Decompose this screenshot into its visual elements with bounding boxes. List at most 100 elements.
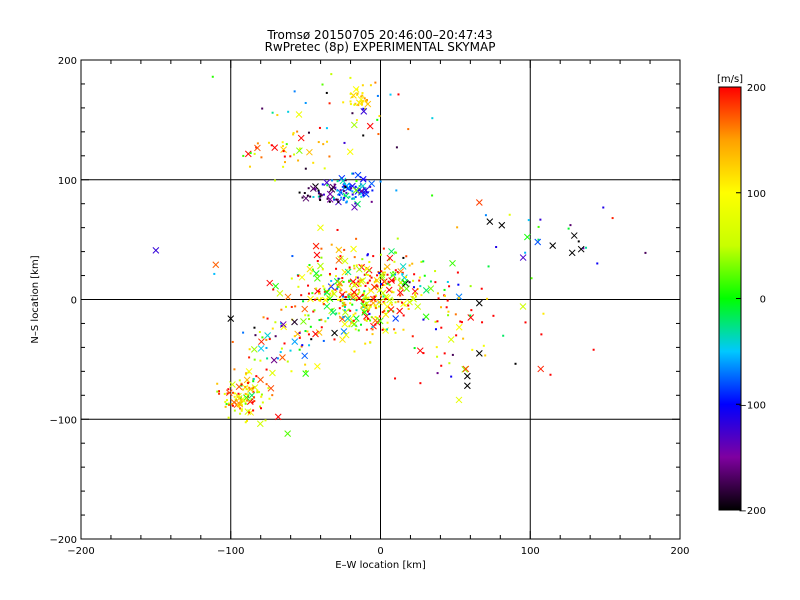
data-point [359, 284, 362, 287]
data-point [332, 197, 335, 200]
data-point [335, 198, 338, 201]
data-point [342, 190, 345, 193]
data-point [374, 305, 377, 308]
data-point [250, 398, 253, 401]
data-point [357, 329, 360, 332]
data-point [323, 290, 326, 293]
data-point [367, 273, 370, 276]
data-point [253, 152, 256, 155]
data-point [353, 350, 356, 353]
data-point [280, 324, 283, 327]
data-point [419, 382, 422, 385]
data-point-cross [269, 369, 276, 377]
data-point-cross [462, 365, 470, 373]
data-point [211, 75, 214, 78]
data-point [392, 279, 395, 282]
data-point [293, 335, 296, 338]
data-point-cross [362, 186, 370, 194]
data-point [369, 185, 372, 188]
data-point [336, 285, 339, 288]
data-point [366, 253, 369, 256]
data-point [370, 276, 373, 279]
data-point-cross [341, 257, 349, 265]
data-point-cross [298, 273, 306, 281]
data-point-cross [301, 305, 309, 313]
data-point [356, 276, 359, 279]
data-point-cross [339, 336, 346, 343]
data-point [316, 260, 319, 263]
data-point [260, 156, 263, 159]
data-point [370, 316, 373, 319]
data-point [343, 301, 346, 304]
data-point-cross [519, 303, 527, 310]
data-point [398, 277, 401, 280]
data-point [307, 292, 310, 295]
data-point-cross [291, 338, 299, 345]
data-point [324, 292, 327, 295]
data-point [344, 303, 347, 306]
data-point-cross [310, 185, 317, 192]
data-point [333, 183, 336, 186]
data-point [342, 295, 345, 298]
data-point [318, 292, 321, 295]
data-point [374, 306, 377, 309]
data-point [262, 316, 265, 319]
data-point [540, 333, 543, 336]
data-point-cross [335, 257, 343, 264]
data-point [339, 189, 342, 192]
data-point-cross [284, 430, 292, 437]
data-point [351, 190, 354, 193]
data-point [297, 285, 300, 288]
data-point [355, 264, 358, 267]
data-point [355, 180, 358, 183]
data-point [375, 280, 378, 283]
data-point [436, 292, 439, 295]
data-point-cross [455, 396, 463, 404]
data-point-cross [257, 345, 265, 352]
data-point [248, 348, 251, 351]
data-point [353, 256, 356, 259]
data-point [330, 279, 333, 282]
data-point [429, 280, 432, 283]
data-point [218, 392, 221, 395]
x-tick-label: −200 [67, 546, 94, 557]
data-point [357, 288, 360, 291]
data-point [337, 298, 340, 301]
data-point [356, 88, 359, 91]
data-point [335, 267, 338, 270]
data-point [401, 273, 404, 276]
data-point [233, 409, 236, 412]
data-point [407, 304, 410, 307]
data-point [304, 167, 307, 170]
data-point [255, 146, 258, 149]
data-point [327, 317, 330, 320]
data-point [364, 296, 367, 299]
data-point [352, 172, 355, 175]
data-point [361, 84, 364, 87]
data-point [349, 103, 352, 106]
data-point [394, 377, 397, 380]
data-point [330, 73, 333, 76]
data-point [412, 279, 415, 282]
data-point [290, 305, 293, 308]
data-point-cross [422, 287, 430, 294]
data-point-cross [258, 338, 265, 346]
data-point-cross [297, 134, 305, 142]
data-point-cross [344, 268, 352, 276]
data-point [381, 328, 384, 331]
data-point [226, 392, 229, 395]
data-point [408, 281, 411, 284]
data-point-cross [411, 288, 419, 295]
data-point [364, 318, 367, 321]
data-point [394, 278, 397, 281]
data-point-cross [577, 245, 585, 253]
data-point [344, 194, 347, 197]
data-point [293, 153, 296, 156]
data-point [336, 228, 339, 231]
data-point [448, 362, 451, 365]
data-point [375, 294, 378, 297]
data-point [357, 283, 360, 286]
data-point [397, 300, 400, 303]
data-point [394, 269, 397, 272]
data-point [356, 92, 359, 95]
